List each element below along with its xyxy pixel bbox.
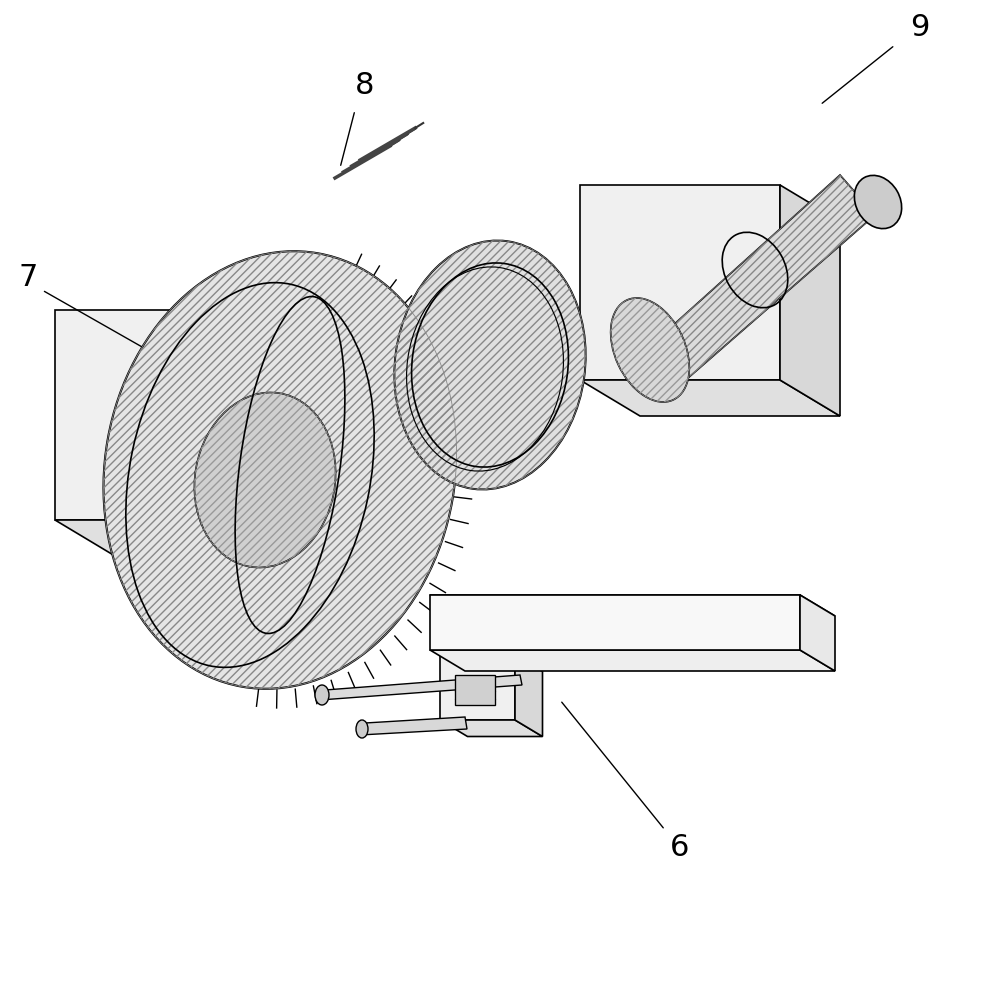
Polygon shape (440, 720, 542, 736)
Ellipse shape (611, 298, 690, 402)
Polygon shape (455, 675, 495, 705)
Polygon shape (515, 655, 542, 736)
Text: 6: 6 (670, 834, 690, 862)
Text: 7: 7 (19, 263, 37, 292)
Polygon shape (580, 380, 840, 416)
Text: 8: 8 (355, 70, 375, 100)
Polygon shape (245, 310, 305, 556)
Polygon shape (440, 655, 515, 720)
Ellipse shape (315, 685, 329, 705)
Polygon shape (55, 310, 245, 520)
Polygon shape (800, 595, 835, 671)
Polygon shape (780, 185, 840, 416)
Ellipse shape (356, 720, 368, 738)
Polygon shape (430, 595, 835, 616)
Polygon shape (430, 595, 800, 650)
Polygon shape (580, 185, 780, 380)
Polygon shape (55, 520, 305, 556)
Ellipse shape (195, 392, 336, 568)
Polygon shape (360, 717, 467, 735)
Ellipse shape (395, 241, 585, 489)
Text: 9: 9 (910, 13, 930, 42)
Ellipse shape (103, 251, 457, 689)
Polygon shape (640, 175, 875, 385)
Ellipse shape (854, 175, 901, 229)
Polygon shape (320, 675, 522, 700)
Polygon shape (430, 650, 835, 671)
